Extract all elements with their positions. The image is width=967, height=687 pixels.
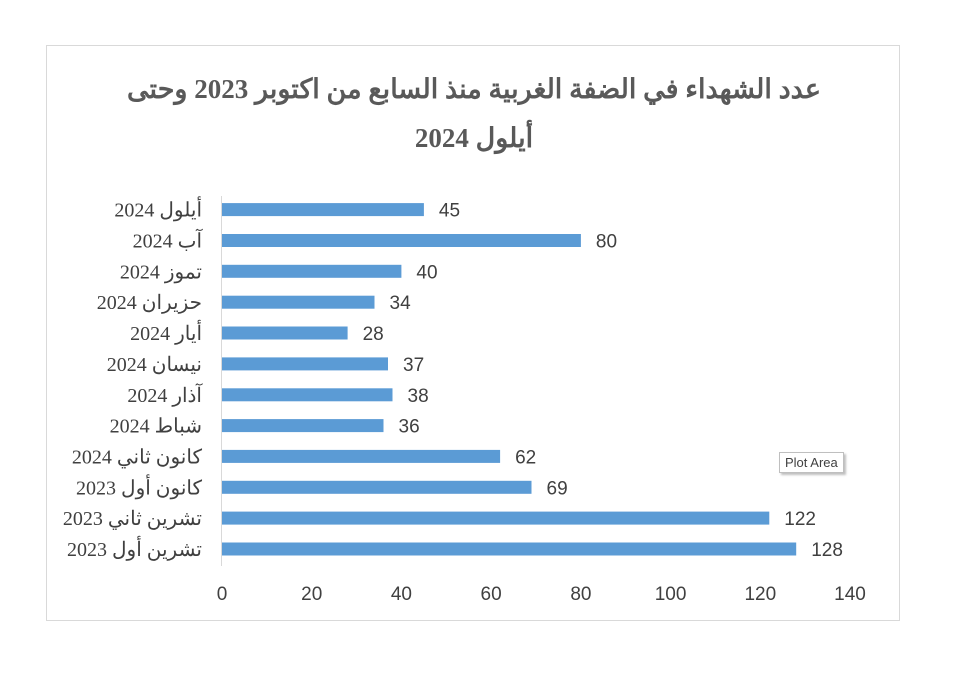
bar [222,480,532,494]
x-tick-label: 20 [301,584,322,605]
chart-title-line-2: أيلول 2024 [415,120,533,155]
x-tick-label: 140 [834,584,866,605]
x-tick-label: 0 [217,584,228,605]
bar [222,357,388,371]
bar [222,264,402,278]
bar-value-label: 122 [784,509,816,530]
bar-value-label: 45 [439,201,460,222]
category-label: تموز 2024 [120,261,202,283]
category-label: آذار 2024 [127,383,203,407]
chart-container: عدد الشهداء في الضفة الغربية منذ السابع … [46,45,900,621]
category-label: شباط 2024 [110,416,202,438]
bar [222,511,770,525]
bar [222,203,424,217]
category-label: تشرين ثاني 2023 [63,508,202,530]
bar [222,234,581,247]
bar-value-label: 69 [547,478,568,499]
category-label: كانون ثاني 2024 [72,446,203,468]
bar [222,449,501,463]
x-tick-label: 80 [570,584,591,605]
bar-value-label: 62 [515,447,536,468]
bar-value-label: 37 [403,355,424,376]
category-label: نيسان 2024 [107,354,202,376]
category-label: حزيران 2024 [97,292,202,314]
chart-title-line-1: عدد الشهداء في الضفة الغربية منذ السابع … [127,74,821,106]
x-tick-label: 120 [744,584,776,605]
bar [222,326,348,340]
bar-value-label: 40 [416,262,437,283]
category-label: أيلول 2024 [114,196,202,222]
bar [222,419,384,433]
bar-value-label: 80 [596,232,617,253]
bar [222,295,375,309]
category-label: آب 2024 [133,229,204,253]
x-axis-ticks: 0 20 40 60 80 100 120 140 [217,584,866,605]
category-label: أيار 2024 [130,319,202,345]
bar-chart: عدد الشهداء في الضفة الغربية منذ السابع … [63,74,866,605]
x-tick-label: 60 [481,584,502,605]
bar-value-label: 38 [408,386,429,407]
bars-group [222,203,797,556]
bar [222,542,797,556]
bar-value-label: 128 [811,540,843,561]
category-label: تشرين أول 2023 [67,535,202,561]
bar-value-label: 36 [399,417,420,438]
category-label: كانون أول 2023 [76,473,202,499]
plot-area-tooltip: Plot Area [779,452,844,473]
x-tick-label: 100 [655,584,687,605]
category-labels: تشرين أول 2023 تشرين ثاني 2023 كانون أول 2… [63,196,204,561]
bar [222,388,393,402]
bar-value-label: 28 [363,324,384,345]
bar-value-label: 34 [390,293,412,314]
x-tick-label: 40 [391,584,412,605]
